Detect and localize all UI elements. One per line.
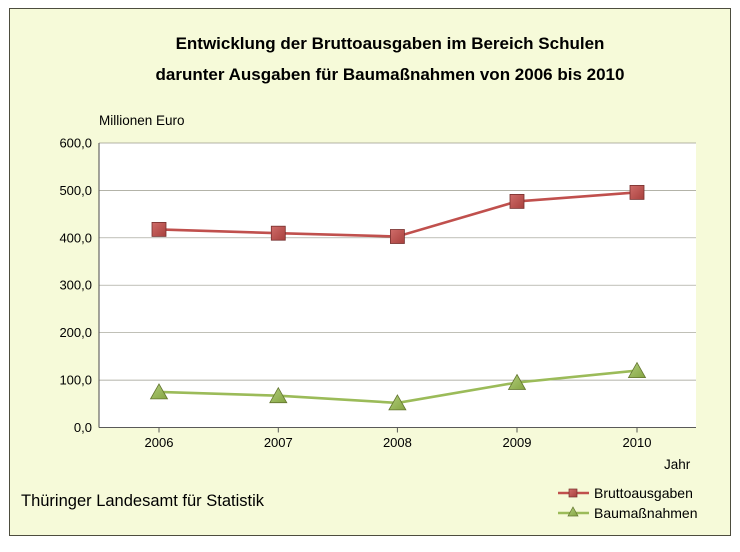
svg-text:600,0: 600,0 xyxy=(59,136,92,151)
svg-text:0,0: 0,0 xyxy=(74,420,92,435)
svg-text:200,0: 200,0 xyxy=(59,325,92,340)
svg-text:2006: 2006 xyxy=(145,435,174,450)
svg-text:100,0: 100,0 xyxy=(59,373,92,388)
svg-text:Bruttoausgaben: Bruttoausgaben xyxy=(594,485,693,501)
svg-text:2009: 2009 xyxy=(503,435,532,450)
svg-text:2007: 2007 xyxy=(264,435,293,450)
svg-text:300,0: 300,0 xyxy=(59,278,92,293)
svg-text:2008: 2008 xyxy=(383,435,412,450)
svg-text:500,0: 500,0 xyxy=(59,183,92,198)
svg-text:Baumaßnahmen: Baumaßnahmen xyxy=(594,505,698,521)
svg-text:400,0: 400,0 xyxy=(59,230,92,245)
svg-text:2010: 2010 xyxy=(623,435,652,450)
